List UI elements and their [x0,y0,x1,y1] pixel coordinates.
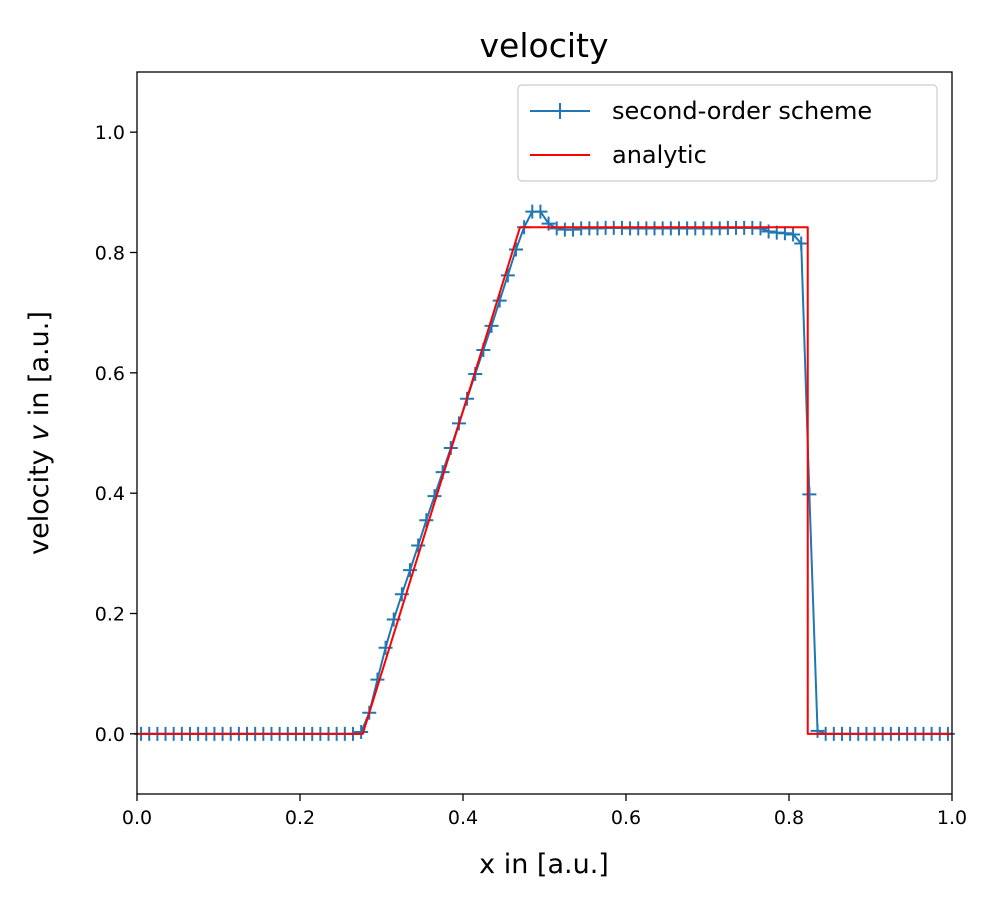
x-tick-label: 0.2 [285,807,315,829]
y-tick-label: 0.0 [95,724,125,746]
y-tick-label: 0.6 [95,363,125,385]
x-tick-label: 1.0 [937,807,967,829]
chart-title: velocity [480,26,609,65]
y-axis-label-suffix: in [a.u.] [24,311,55,425]
data-point [403,563,418,578]
y-tick-label: 0.8 [95,243,125,265]
data-point [802,487,817,502]
data-point [810,723,825,738]
y-axis: 0.0 0.2 0.4 0.6 0.8 1.0 [95,122,137,746]
y-axis-label-symbol: v [24,424,55,441]
series-line-1 [137,226,952,735]
legend-label-analytic: analytic [612,141,707,169]
x-axis: 0.0 0.2 0.4 0.6 0.8 1.0 [122,794,967,829]
data-point [419,513,434,528]
plot-frame [136,71,953,795]
y-tick-label: 1.0 [95,122,125,144]
data-point [794,236,809,251]
x-tick-label: 0.0 [122,807,152,829]
data-point [500,268,515,283]
x-tick-label: 0.6 [611,807,641,829]
data-point [566,222,581,237]
data-point [786,227,801,242]
data-point [777,226,792,241]
data-point [411,538,426,553]
y-axis-label: velocity v in [a.u.] [24,311,55,555]
y-tick-label: 0.2 [95,604,125,626]
data-point [541,216,556,231]
x-tick-label: 0.8 [774,807,804,829]
x-tick-label: 0.4 [448,807,478,829]
legend-box [517,84,938,182]
y-tick-label: 0.4 [95,483,125,505]
data-point [753,221,768,236]
data-point [549,221,564,236]
legend-label-second-order: second-order scheme [612,97,872,125]
data-point [354,725,369,740]
data-point [508,242,523,257]
y-axis-label-prefix: velocity [24,441,55,555]
data-point [533,204,548,219]
x-axis-label: x in [a.u.] [479,849,609,880]
legend: second-order scheme analytic [517,84,938,182]
series-layer [134,204,955,741]
